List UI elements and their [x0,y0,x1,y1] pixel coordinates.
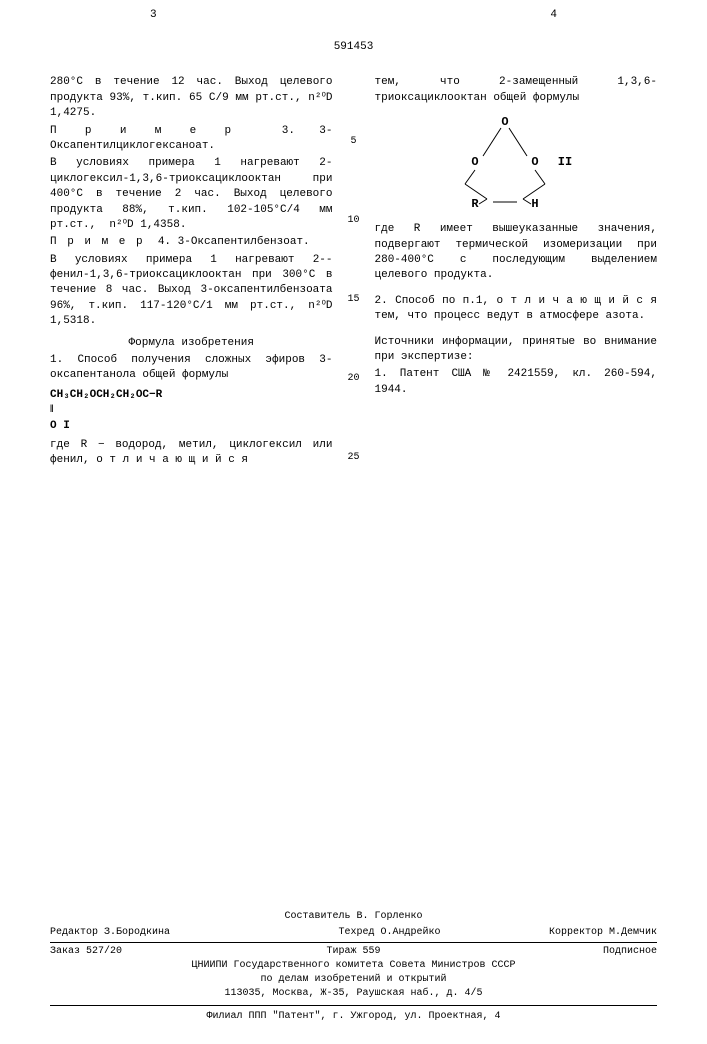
line-mark: 25 [347,451,359,465]
left-para-3: В условиях примера 1 нагревают 2-циклоге… [50,156,333,233]
source-1: 1. Патент США № 2421559, кл. 260-594, 19… [375,367,658,398]
svg-text:O: O [471,155,478,169]
line-mark: 10 [347,214,359,228]
editor-name: З.Бородкина [104,927,170,938]
line-mark: 15 [347,293,359,307]
page-num-right: 4 [550,8,557,23]
line-number-gutter: 5 10 15 20 25 [347,75,361,530]
example-3-label: П р и м е р [50,125,233,137]
patent-number: 591453 [50,40,657,55]
editor-label: Редактор [50,927,98,938]
structure-svg: O O O H R II [415,114,615,214]
footer-order-row: Заказ 527/20 Тираж 559 Подписное [50,945,657,959]
svg-text:O: O [501,115,508,129]
right-para-1: тем, что 2-замещенный 1,3,6-триоксацикло… [375,75,658,106]
formula-heading: Формула изобретения [50,336,333,351]
techred-name: О.Андрейко [380,927,440,938]
org-line-1: ЦНИИПИ Государственного комитета Совета … [50,959,657,973]
example-3: П р и м е р 3. 3-Оксапентилциклогексаноа… [50,124,333,155]
svg-text:H: H [531,197,538,211]
copies: Тираж 559 [180,945,527,959]
footer: Составитель В. Горленко Редактор З.Бород… [50,910,657,1024]
page: 3 4 591453 280°С в течение 12 час. Выход… [0,0,707,1044]
formula-1-line1: CH₃CH₂OCH₂CH₂OC−R [50,388,333,403]
page-num-left: 3 [150,8,157,23]
columns: 280°С в течение 12 час. Выход целевого п… [50,75,657,530]
left-para-5: В условиях примера 1 нагревают 2--фенил-… [50,253,333,330]
order-number: Заказ 527/20 [50,945,180,959]
claim-1-tail: где R − водород, метил, циклогексил или … [50,438,333,469]
line-mark: 20 [347,372,359,386]
example-4: П р и м е р 4. 3-Оксапентилбензоат. [50,235,333,250]
right-para-2: где R имеет вышеуказанные значения, подв… [375,222,658,284]
footer-compiler-row: Составитель В. Горленко [50,910,657,926]
svg-text:O: O [531,155,538,169]
formula-1-line2: ‖ [50,403,333,418]
claim-2: 2. Способ по п.1, о т л и ч а ю щ и й с … [375,294,658,325]
footer-editor-row: Редактор З.Бородкина Техред О.Андрейко К… [50,926,657,943]
svg-text:R: R [471,197,479,211]
compiler-name: В. Горленко [357,911,423,922]
svg-text:II: II [557,155,571,169]
line-mark: 5 [350,135,356,149]
example-4-title: 4. 3-Оксапентилбензоат. [145,236,310,248]
subscription: Подписное [527,945,657,959]
address-2: Филиал ППП "Патент", г. Ужгород, ул. Про… [50,1010,657,1024]
techred-label: Техред [338,927,374,938]
left-para-1: 280°С в течение 12 час. Выход целевого п… [50,75,333,121]
formula-1-line3: O I [50,419,333,434]
corrector-name: М.Демчик [609,927,657,938]
corrector-label: Корректор [549,927,603,938]
structural-formula-2: O O O H R II [415,114,658,214]
address-1: 113035, Москва, Ж-35, Раушская наб., д. … [50,987,657,1001]
org-line-2: по делам изобретений и открытий [50,973,657,987]
compiler-label: Составитель [284,911,350,922]
sources-heading: Источники информации, принятые во вниман… [375,335,658,366]
footer-credits: Составитель В. Горленко Редактор З.Бород… [50,910,657,1006]
example-4-label: П р и м е р [50,236,145,248]
right-column: тем, что 2-замещенный 1,3,6-триоксацикло… [371,75,658,530]
claim-1: 1. Способ получения сложных эфиров 3-окс… [50,353,333,384]
formula-1: CH₃CH₂OCH₂CH₂OC−R ‖ O I [50,388,333,434]
left-column: 280°С в течение 12 час. Выход целевого п… [50,75,337,530]
